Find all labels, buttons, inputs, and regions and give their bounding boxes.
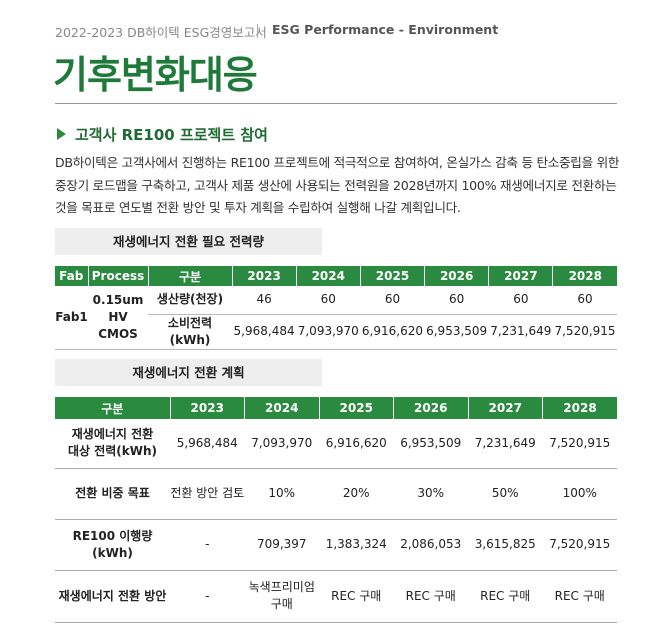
cell: - [170,570,245,623]
row: 전환 비중 목표 전환 방안 검토 10% 20% 30% 50% 100% [55,468,617,520]
bullet [57,128,66,140]
cell: 10% [244,468,319,520]
header-cell: Process [87,266,148,286]
cell: 30% [393,468,468,520]
section-name: ESG Performance - Environment [272,22,499,37]
table: 구분 2023 2024 2025 2026 2027 2028 재생에너지 전환 대상 전… [55,397,617,623]
cell: 50% [468,468,543,520]
header-row: Fab Process 구분 2023 2024 2025 2026 2027 2028 [55,266,618,286]
cell: REC 구매 [319,570,394,623]
divider [55,103,617,104]
cell: 60 [296,286,361,315]
cell: 7,520,915 [552,314,618,350]
header-cell: 2026 [424,266,489,286]
header-cell: 2023 [231,266,297,286]
cell: 5,968,484 [232,314,297,350]
table-title: 재생에너지 전환 계획 [55,359,322,386]
row: 재생에너지 전환 방안 - 녹색프리미엄 구매 REC 구매 REC 구매 REC 구매 R… [55,570,617,623]
cell: 7,520,915 [542,519,617,571]
header-cell: 2023 [169,397,245,419]
header-cell: 2024 [244,397,319,419]
row: RE100 이행량(kWh) -709,397 1,383,324 2,086,053… [55,519,617,571]
separator [257,24,258,38]
header-cell: 2026 [393,397,468,419]
row-label: 전환 비중 목표 [55,468,170,520]
cell: 709,397 [244,519,319,571]
header-cell: 2024 [295,266,361,286]
cell: REC 구매 [542,570,617,623]
header-cell: 2025 [318,397,394,419]
cell: 6,953,509 [424,314,489,350]
header-row: 구분 2023 2024 2025 2026 2027 2028 [55,397,617,419]
row-label: 재생에너지 전환 대상 전력(kWh) [55,419,170,469]
page-title: 기후변화대응 [53,53,258,97]
cell: 2,086,053 [393,519,468,571]
paragraph: DB하이텍은 고객사에서 진행하는 RE100 프로젝트에 적극적으로 참여하여… [55,155,620,215]
row-label: 생산량(천장) [148,286,232,315]
table-title: 재생에너지 전환 필요 전력량 [55,228,322,255]
cell: 6,953,509 [393,419,468,469]
cell: 7,231,649 [468,419,543,469]
cell: 3,615,825 [468,519,543,571]
cell: 7,520,915 [542,419,617,469]
cell: 100% [542,468,617,520]
cell: 60 [360,286,425,315]
cell: 1,383,324 [319,519,394,571]
row-label: 재생에너지 전환 방안 [55,570,170,623]
header-cell: 구분 [55,397,170,419]
header-cell: 구분 [147,266,232,286]
cell: 46 [232,286,297,315]
row: 소비전력(kWh) 5,968,484 7,093,970 6,916,620 6,95… [55,314,618,350]
cell: 7,093,970 [244,419,319,469]
cell: 7,093,970 [296,314,361,350]
cell: 5,968,484 [170,419,245,469]
row: Fab1 0.15um HV CMOS 생산량(천장) 46 60 60 60 60 60 [55,286,618,350]
cell: 6,916,620 [360,314,425,350]
cell: 6,916,620 [319,419,394,469]
report-name: 2022-2023 DB하이텍 ESG경영보고서 [55,25,267,40]
cell: REC 구매 [468,570,543,623]
table: Fab Process 구분 2023 2024 2025 2026 2027 2028 Fab… [55,266,618,350]
cell: - [170,519,245,571]
cell: 녹색프리미엄 구매 [244,570,319,623]
cell: REC 구매 [393,570,468,623]
cell: 60 [424,286,489,315]
header-cell: 2025 [359,266,425,286]
header-cell: 2027 [467,397,543,419]
header-cell: Fab [55,266,88,286]
cell: 20% [319,468,394,520]
cell: 60 [552,286,618,315]
header-cell: 2027 [488,266,553,286]
row-label: RE100 이행량(kWh) [55,519,170,571]
fab-cell: Fab1 [55,286,88,350]
process-cell: 0.15um HV CMOS [88,286,148,350]
header-cell: 2028 [542,397,617,419]
cell: 전환 방안 검토 [170,468,245,520]
cell: 60 [488,286,553,315]
row-label: 소비전력(kWh) [148,314,232,350]
cell: 7,231,649 [488,314,553,350]
header-cell: 2028 [552,266,618,286]
section-heading: 고객사 RE100 프로젝트 참여 [75,126,268,144]
row: 재생에너지 전환 대상 전력(kWh) 5,968,484 7,093,970 6,9… [55,419,617,469]
